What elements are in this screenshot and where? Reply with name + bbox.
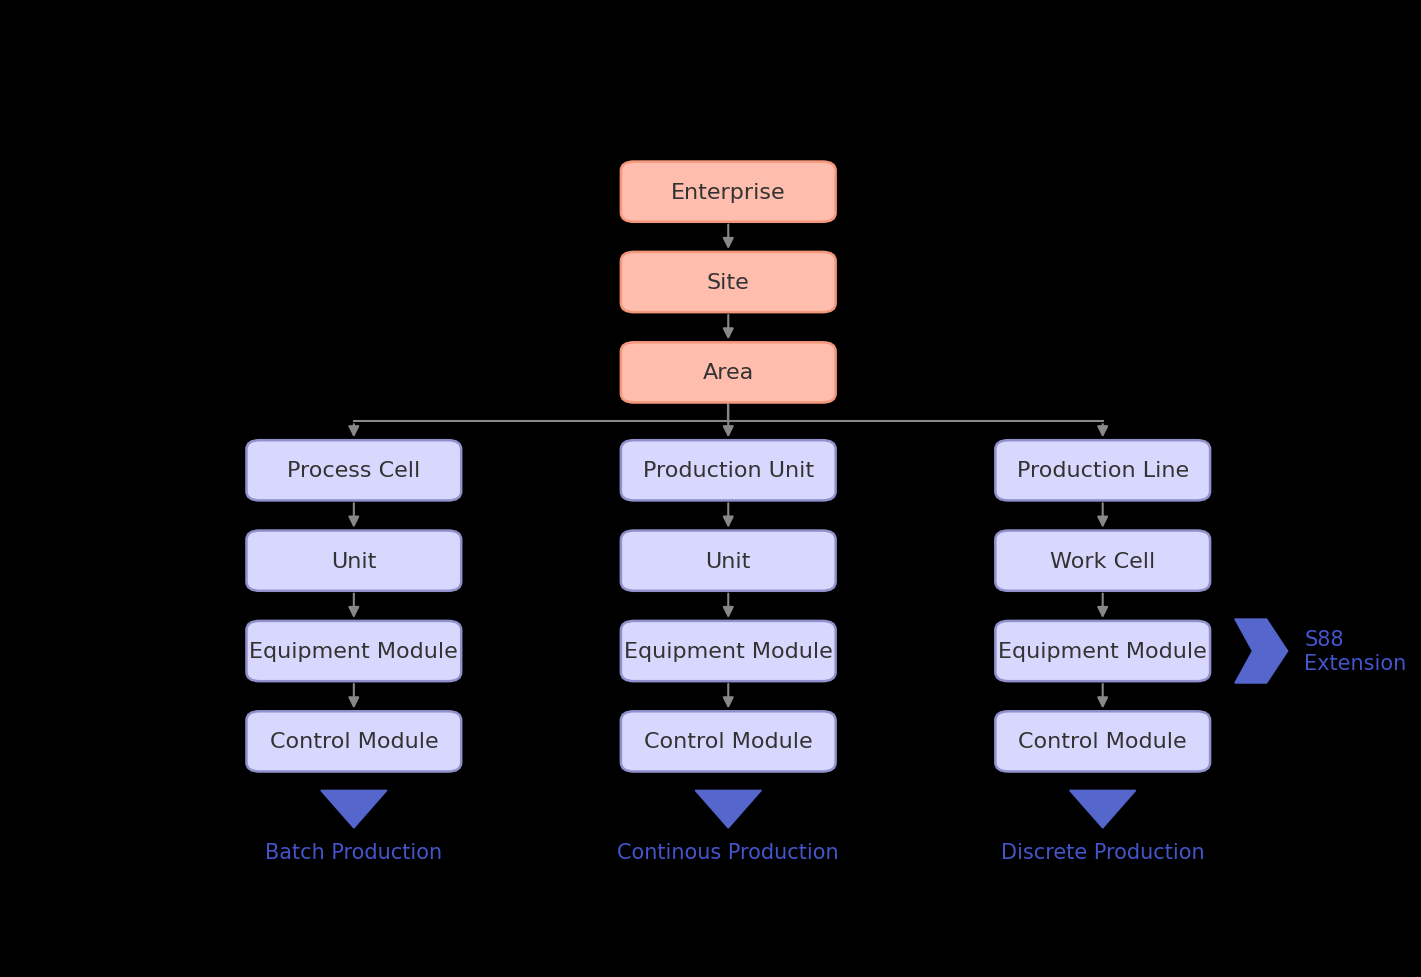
FancyBboxPatch shape	[621, 343, 836, 404]
Text: Unit: Unit	[331, 551, 377, 572]
Text: Control Module: Control Module	[1019, 732, 1187, 751]
Text: Area: Area	[702, 363, 755, 383]
FancyBboxPatch shape	[621, 253, 836, 313]
Text: Equipment Module: Equipment Module	[250, 641, 458, 661]
Polygon shape	[695, 790, 762, 828]
Text: Control Module: Control Module	[644, 732, 813, 751]
FancyBboxPatch shape	[246, 441, 462, 501]
Text: Equipment Module: Equipment Module	[624, 641, 833, 661]
Text: Control Module: Control Module	[270, 732, 438, 751]
Polygon shape	[1235, 619, 1287, 683]
Text: Production Line: Production Line	[1016, 461, 1189, 481]
FancyBboxPatch shape	[995, 711, 1211, 772]
Text: Unit: Unit	[706, 551, 750, 572]
Text: Batch Production: Batch Production	[266, 842, 442, 862]
Text: S88
Extension: S88 Extension	[1304, 630, 1407, 673]
Polygon shape	[1070, 790, 1135, 828]
Text: Continous Production: Continous Production	[618, 842, 838, 862]
FancyBboxPatch shape	[995, 531, 1211, 591]
Text: Work Cell: Work Cell	[1050, 551, 1155, 572]
FancyBboxPatch shape	[621, 711, 836, 772]
Text: Discrete Production: Discrete Production	[1000, 842, 1205, 862]
Polygon shape	[321, 790, 387, 828]
FancyBboxPatch shape	[621, 441, 836, 501]
Text: Site: Site	[706, 273, 750, 293]
FancyBboxPatch shape	[621, 621, 836, 682]
FancyBboxPatch shape	[621, 162, 836, 223]
FancyBboxPatch shape	[246, 621, 462, 682]
Text: Production Unit: Production Unit	[642, 461, 814, 481]
Text: Enterprise: Enterprise	[671, 183, 786, 202]
FancyBboxPatch shape	[995, 441, 1211, 501]
FancyBboxPatch shape	[246, 531, 462, 591]
Text: Process Cell: Process Cell	[287, 461, 421, 481]
FancyBboxPatch shape	[621, 531, 836, 591]
FancyBboxPatch shape	[246, 711, 462, 772]
Text: Equipment Module: Equipment Module	[999, 641, 1206, 661]
FancyBboxPatch shape	[995, 621, 1211, 682]
